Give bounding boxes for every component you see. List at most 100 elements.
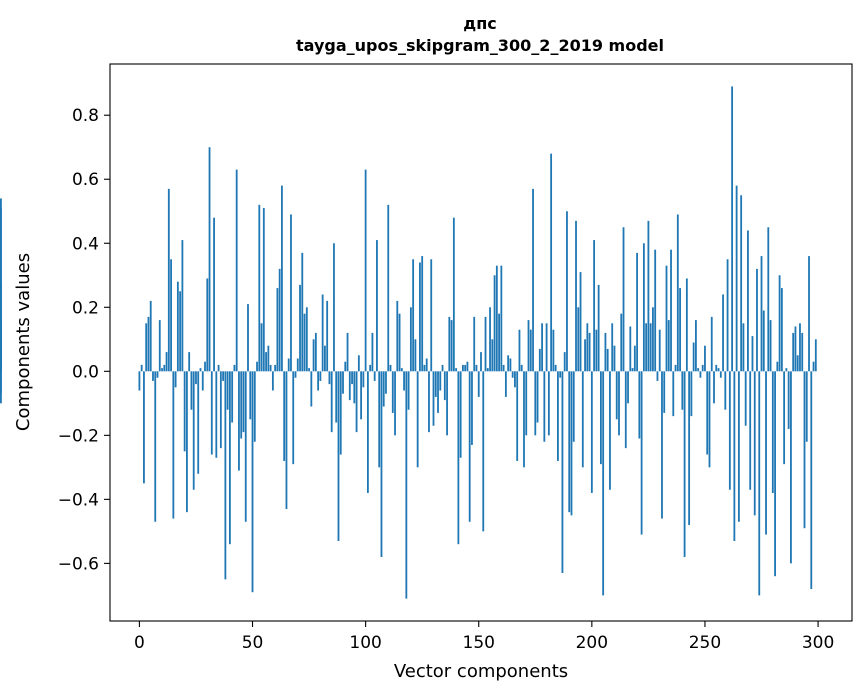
x-tick-label: 100 xyxy=(349,633,381,653)
bar xyxy=(443,371,446,401)
bar xyxy=(344,361,347,372)
bar xyxy=(357,355,360,372)
bar xyxy=(319,371,322,381)
bar xyxy=(638,371,641,439)
bar xyxy=(409,307,412,372)
bar xyxy=(380,371,383,557)
bar xyxy=(321,294,324,372)
bar xyxy=(498,313,500,372)
bar xyxy=(518,329,521,372)
bar xyxy=(158,320,161,372)
bar xyxy=(602,371,605,596)
bar xyxy=(165,352,168,372)
bar xyxy=(760,256,763,372)
bar xyxy=(799,323,801,372)
y-tick-label: 0.6 xyxy=(72,170,99,190)
bar xyxy=(459,371,462,458)
bar xyxy=(346,332,349,372)
x-axis-ticks: 0 50 100 150 200 250 300 xyxy=(134,621,834,653)
bar xyxy=(613,345,616,372)
bar xyxy=(308,368,310,372)
bar xyxy=(430,259,433,372)
bar xyxy=(324,345,326,372)
bar xyxy=(593,240,596,372)
bar xyxy=(584,339,586,372)
y-tick-label: −0.2 xyxy=(58,426,99,446)
bar xyxy=(471,371,473,445)
bar xyxy=(183,371,186,452)
bar xyxy=(794,326,797,372)
bar xyxy=(749,371,752,490)
bar xyxy=(228,371,231,545)
bar xyxy=(495,265,498,372)
bar xyxy=(629,326,632,372)
x-tick-label: 200 xyxy=(576,633,608,653)
bar xyxy=(692,342,695,372)
bar xyxy=(373,371,376,381)
bar xyxy=(342,371,344,394)
bar xyxy=(751,336,754,372)
bar xyxy=(790,371,792,564)
bar xyxy=(432,371,435,426)
bar xyxy=(561,371,564,573)
bar xyxy=(222,371,225,381)
bar xyxy=(543,371,546,442)
bar xyxy=(235,169,238,372)
bar xyxy=(803,371,806,529)
bar xyxy=(706,371,709,455)
bar xyxy=(247,304,249,372)
bar xyxy=(735,185,738,372)
bar xyxy=(665,265,668,372)
bar xyxy=(0,208,2,372)
bar xyxy=(296,358,299,372)
bar xyxy=(640,371,643,535)
bar xyxy=(595,329,598,372)
bar xyxy=(733,371,736,541)
bar xyxy=(708,371,711,468)
bar xyxy=(672,371,675,417)
bar xyxy=(516,371,519,461)
bar xyxy=(326,300,329,372)
bar xyxy=(719,371,722,378)
bar xyxy=(215,371,218,458)
bar xyxy=(805,371,808,442)
bar xyxy=(663,371,666,413)
bar xyxy=(475,364,478,372)
bar xyxy=(649,323,652,372)
bar xyxy=(724,371,727,410)
bar xyxy=(534,371,537,436)
bar xyxy=(328,371,331,385)
bar xyxy=(728,371,731,490)
bar xyxy=(256,361,258,372)
bar xyxy=(762,310,765,372)
bar xyxy=(744,371,747,426)
bar xyxy=(274,364,277,372)
bar xyxy=(480,352,482,372)
bar xyxy=(233,364,236,372)
bar xyxy=(231,371,234,423)
x-tick-label: 0 xyxy=(134,633,145,653)
bar xyxy=(333,243,335,372)
bar xyxy=(437,371,439,413)
bar xyxy=(570,371,573,516)
bar xyxy=(812,361,815,372)
bar xyxy=(771,371,774,493)
bar xyxy=(179,291,182,372)
bar xyxy=(572,371,575,442)
bar xyxy=(172,371,175,519)
bar xyxy=(577,307,580,372)
bar xyxy=(550,153,553,372)
bar xyxy=(529,329,532,372)
bar xyxy=(219,371,222,449)
bar xyxy=(554,364,557,372)
bar xyxy=(484,316,487,372)
bar xyxy=(778,275,781,372)
bar xyxy=(416,371,419,468)
bar xyxy=(188,352,191,372)
bar xyxy=(674,364,677,372)
bar xyxy=(267,345,270,372)
chart-subtitle: tayga_upos_skipgram_300_2_2019 model xyxy=(296,36,664,55)
bar xyxy=(704,345,706,372)
bar xyxy=(156,371,159,378)
bar xyxy=(482,371,485,532)
